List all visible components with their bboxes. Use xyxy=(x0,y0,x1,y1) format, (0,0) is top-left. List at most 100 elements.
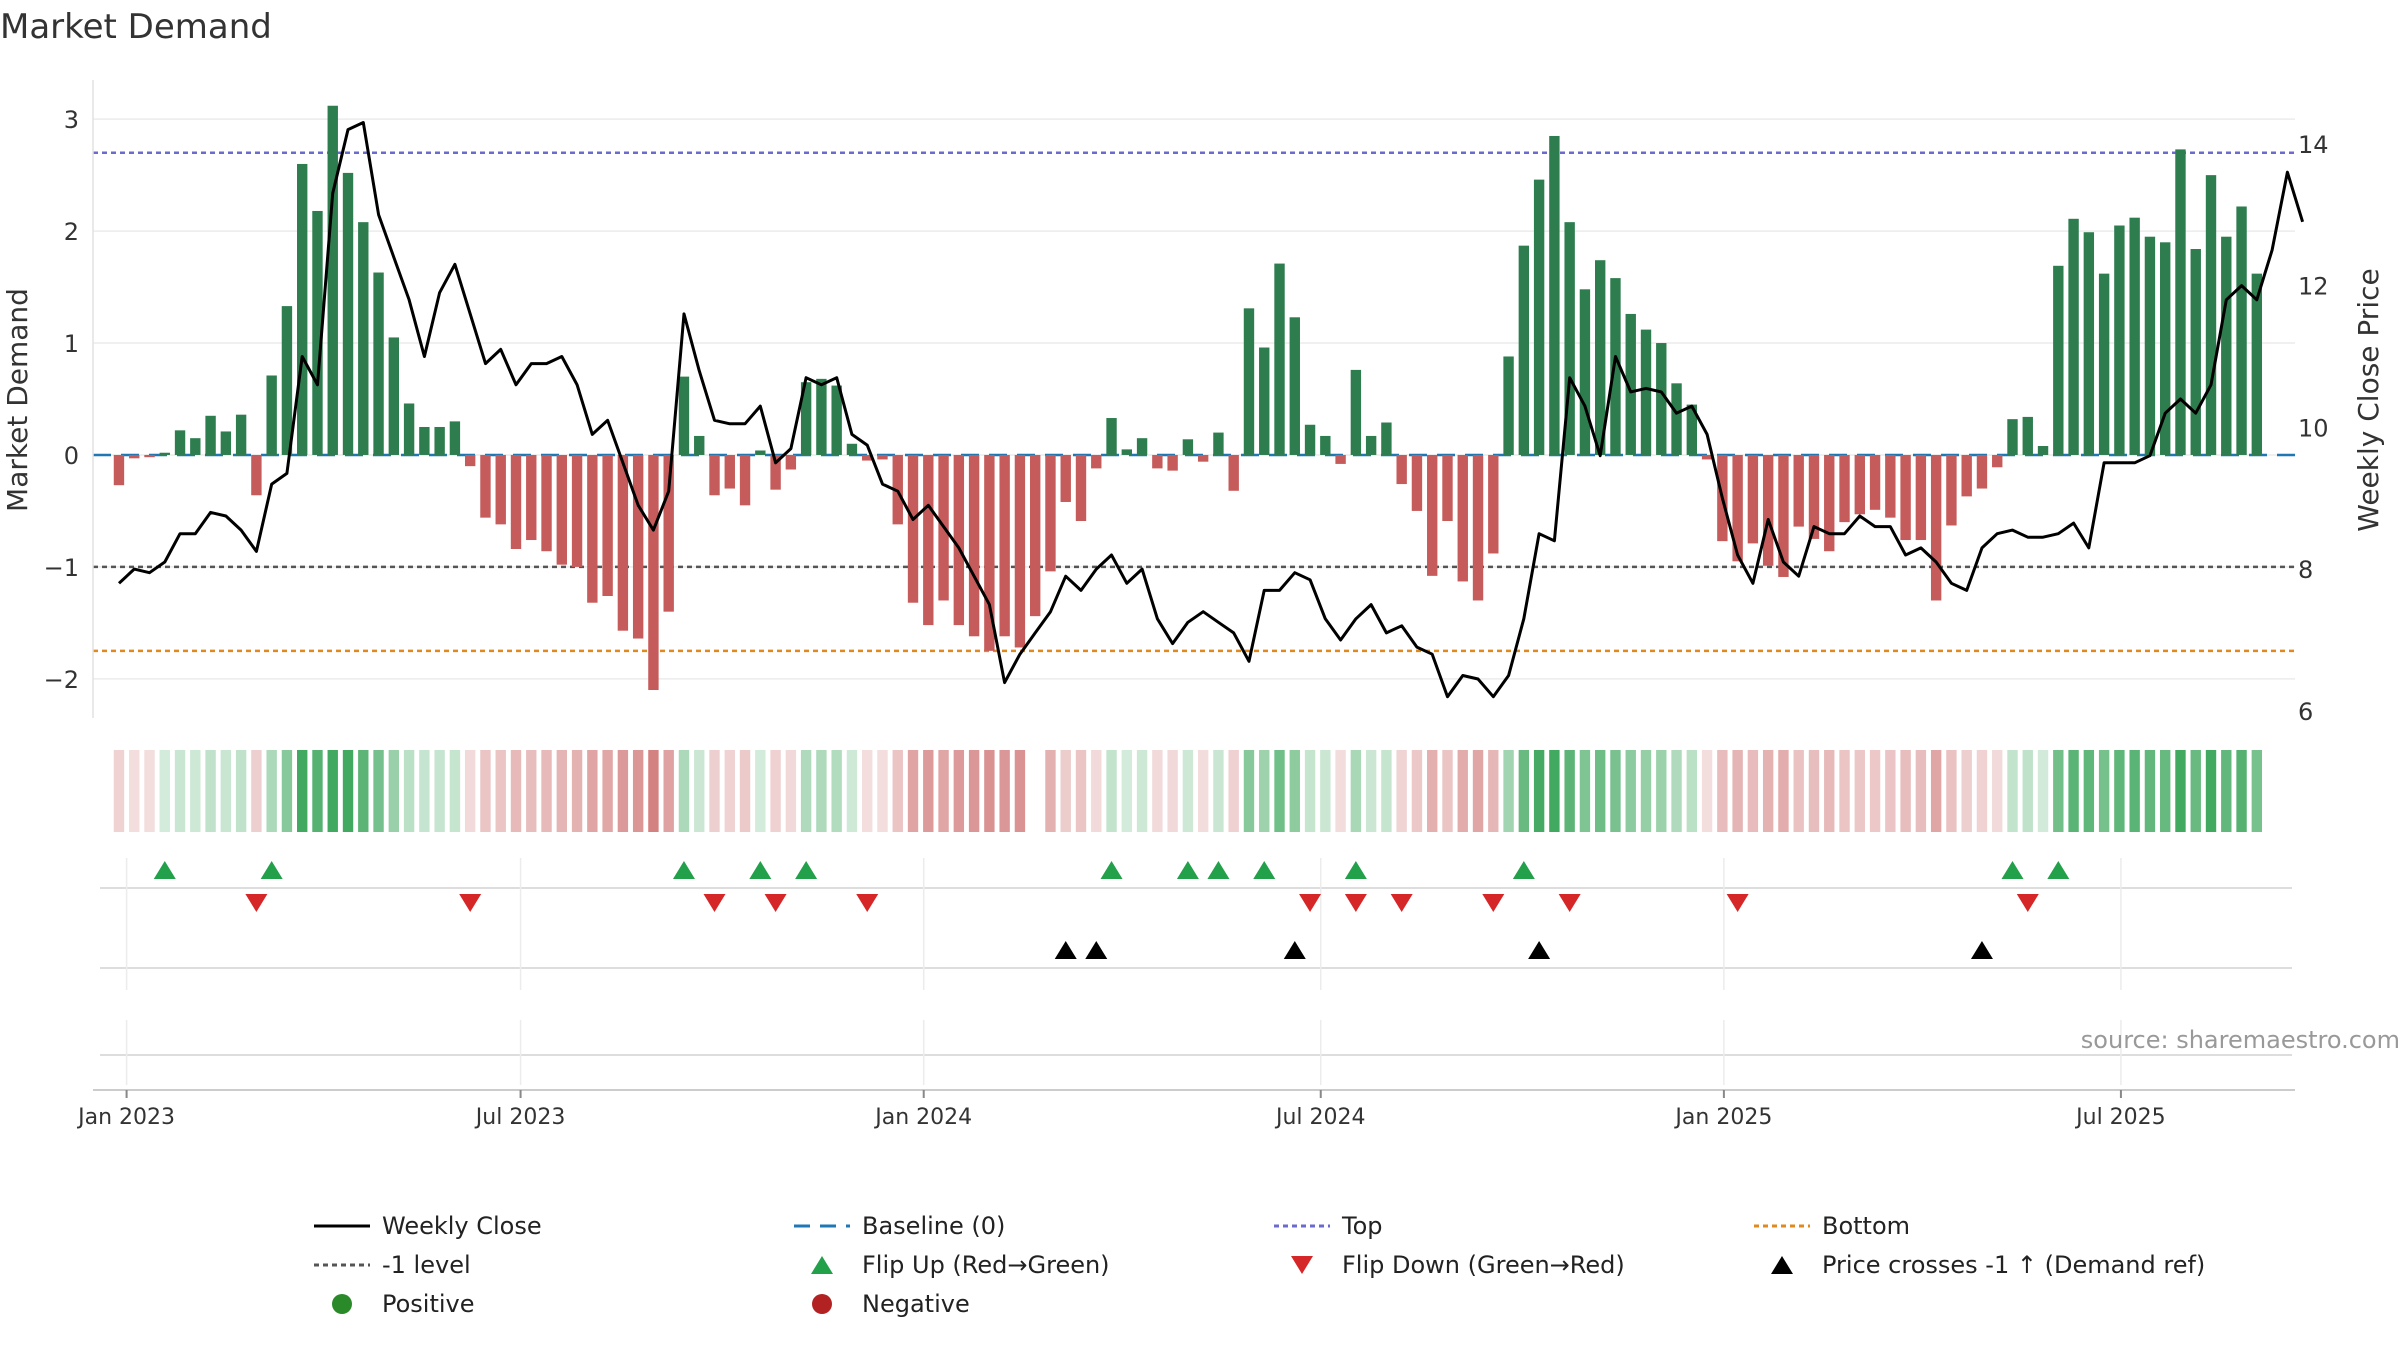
demand-bar xyxy=(617,454,629,631)
demand-bar xyxy=(1793,454,1804,527)
event-markers xyxy=(100,858,2292,1085)
flip-down-marker xyxy=(1390,894,1413,912)
heat-strip-cell xyxy=(1762,750,1774,832)
demand-bar xyxy=(297,163,308,455)
legend-item: Weekly Close xyxy=(310,1208,542,1244)
demand-bar xyxy=(403,403,415,455)
demand-bar xyxy=(1259,347,1270,455)
demand-bar xyxy=(1595,260,1606,455)
flip-up-marker xyxy=(2047,861,2070,879)
demand-bar xyxy=(923,454,934,626)
heat-strip-cell xyxy=(312,750,323,832)
heat-strip-cell xyxy=(1640,750,1652,832)
heat-strip-cell xyxy=(251,750,262,832)
heat-strip-cell xyxy=(541,750,552,832)
heat-strip-cell xyxy=(1961,750,1972,832)
heat-strip-cell xyxy=(739,750,751,832)
demand-bar xyxy=(1992,454,2003,468)
flip-down-marker xyxy=(1482,894,1505,912)
heat-strip-cell xyxy=(1808,750,1820,832)
heat-strip-cell xyxy=(2007,750,2018,832)
heat-strip-cell xyxy=(2175,750,2186,832)
heat-strip-cell xyxy=(190,750,201,832)
heat-strip-cell xyxy=(1946,750,1957,832)
demand-bar xyxy=(907,454,919,603)
legend-item: Price crosses -1 ↑ (Demand ref) xyxy=(1750,1247,2205,1283)
demand-bar xyxy=(159,452,170,455)
demand-bar xyxy=(968,454,980,637)
demand-bar xyxy=(266,375,277,455)
heat-strip-cell xyxy=(770,750,781,832)
demand-bar xyxy=(1320,435,1331,455)
demand-bar xyxy=(632,454,644,639)
heat-strip-cell xyxy=(892,750,903,832)
heat-strip-cell xyxy=(220,750,232,832)
heat-strip-cell xyxy=(602,750,613,832)
demand-bar xyxy=(449,421,461,455)
demand-bar xyxy=(1014,454,1026,648)
legend-triangle-up xyxy=(1771,1256,1793,1274)
demand-bar xyxy=(190,438,201,455)
demand-bar xyxy=(1304,424,1316,455)
demand-bar xyxy=(1869,454,1881,510)
heat-strip-cell xyxy=(571,750,583,832)
heat-strip-cell xyxy=(1060,750,1071,832)
heat-strip-cell xyxy=(724,750,735,832)
heat-strip-cell xyxy=(129,750,140,832)
legend-label: Flip Up (Red→Green) xyxy=(862,1251,1110,1279)
demand-bar xyxy=(2114,225,2125,455)
flip-down-marker xyxy=(764,894,787,912)
y-tick-label: −2 xyxy=(44,666,79,694)
demand-bar xyxy=(419,426,430,455)
heat-strip-cell xyxy=(342,750,354,832)
heat-strip-cell xyxy=(1503,750,1514,832)
demand-bar xyxy=(1472,454,1484,601)
demand-bar xyxy=(1182,439,1194,455)
demand-bar xyxy=(846,443,858,455)
y2-tick-label: 6 xyxy=(2298,698,2313,726)
legend-symbol xyxy=(314,1263,370,1267)
flip-down-marker xyxy=(459,894,482,912)
demand-bar xyxy=(999,454,1010,637)
demand-bar xyxy=(1243,308,1255,455)
heat-strip-cell xyxy=(1900,750,1911,832)
demand-bar xyxy=(2175,149,2186,455)
heat-strip-cell xyxy=(1106,750,1117,832)
heat-strip-cell xyxy=(1549,750,1560,832)
heat-strip-cell xyxy=(1930,750,1942,832)
demand-bar xyxy=(571,454,583,567)
heat-strip-cell xyxy=(1656,750,1667,832)
weekly-close-line xyxy=(117,121,2305,699)
legend-label: Negative xyxy=(862,1290,970,1318)
flip-up-marker xyxy=(1512,861,1535,879)
demand-bar xyxy=(709,454,720,496)
chart-title: Market Demand xyxy=(0,7,272,47)
demand-bar xyxy=(1427,454,1438,576)
heat-strip-cell xyxy=(1365,750,1377,832)
demand-bar xyxy=(1579,289,1591,455)
legend-symbol xyxy=(1754,1224,1810,1228)
y2-axis-label: Weekly Close Price xyxy=(2352,268,2385,531)
legend-item: Flip Down (Green→Red) xyxy=(1270,1247,1625,1283)
demand-bar xyxy=(251,454,262,496)
flip-down-marker xyxy=(1558,894,1581,912)
demand-bar xyxy=(1946,454,1957,526)
heat-strip-cell xyxy=(648,750,659,832)
main-grid xyxy=(93,118,2295,680)
demand-bar xyxy=(174,430,186,455)
legend-item: Baseline (0) xyxy=(790,1208,1005,1244)
demand-bar xyxy=(1824,454,1835,552)
legend-symbol xyxy=(1771,1256,1793,1274)
heat-strip-cell xyxy=(434,750,445,832)
legend-label: Price crosses -1 ↑ (Demand ref) xyxy=(1822,1251,2206,1279)
heat-strip-cell xyxy=(1488,750,1499,832)
demand-bar xyxy=(1930,454,1942,601)
legend-circle xyxy=(332,1294,352,1314)
heat-strip-cell xyxy=(1014,750,1026,832)
legend-symbol xyxy=(811,1256,833,1274)
demand-bar xyxy=(2129,217,2140,455)
demand-bar xyxy=(1686,404,1698,455)
heat-strip-cell xyxy=(1320,750,1331,832)
heat-strip-cell xyxy=(923,750,934,832)
demand-bar xyxy=(1701,454,1713,460)
